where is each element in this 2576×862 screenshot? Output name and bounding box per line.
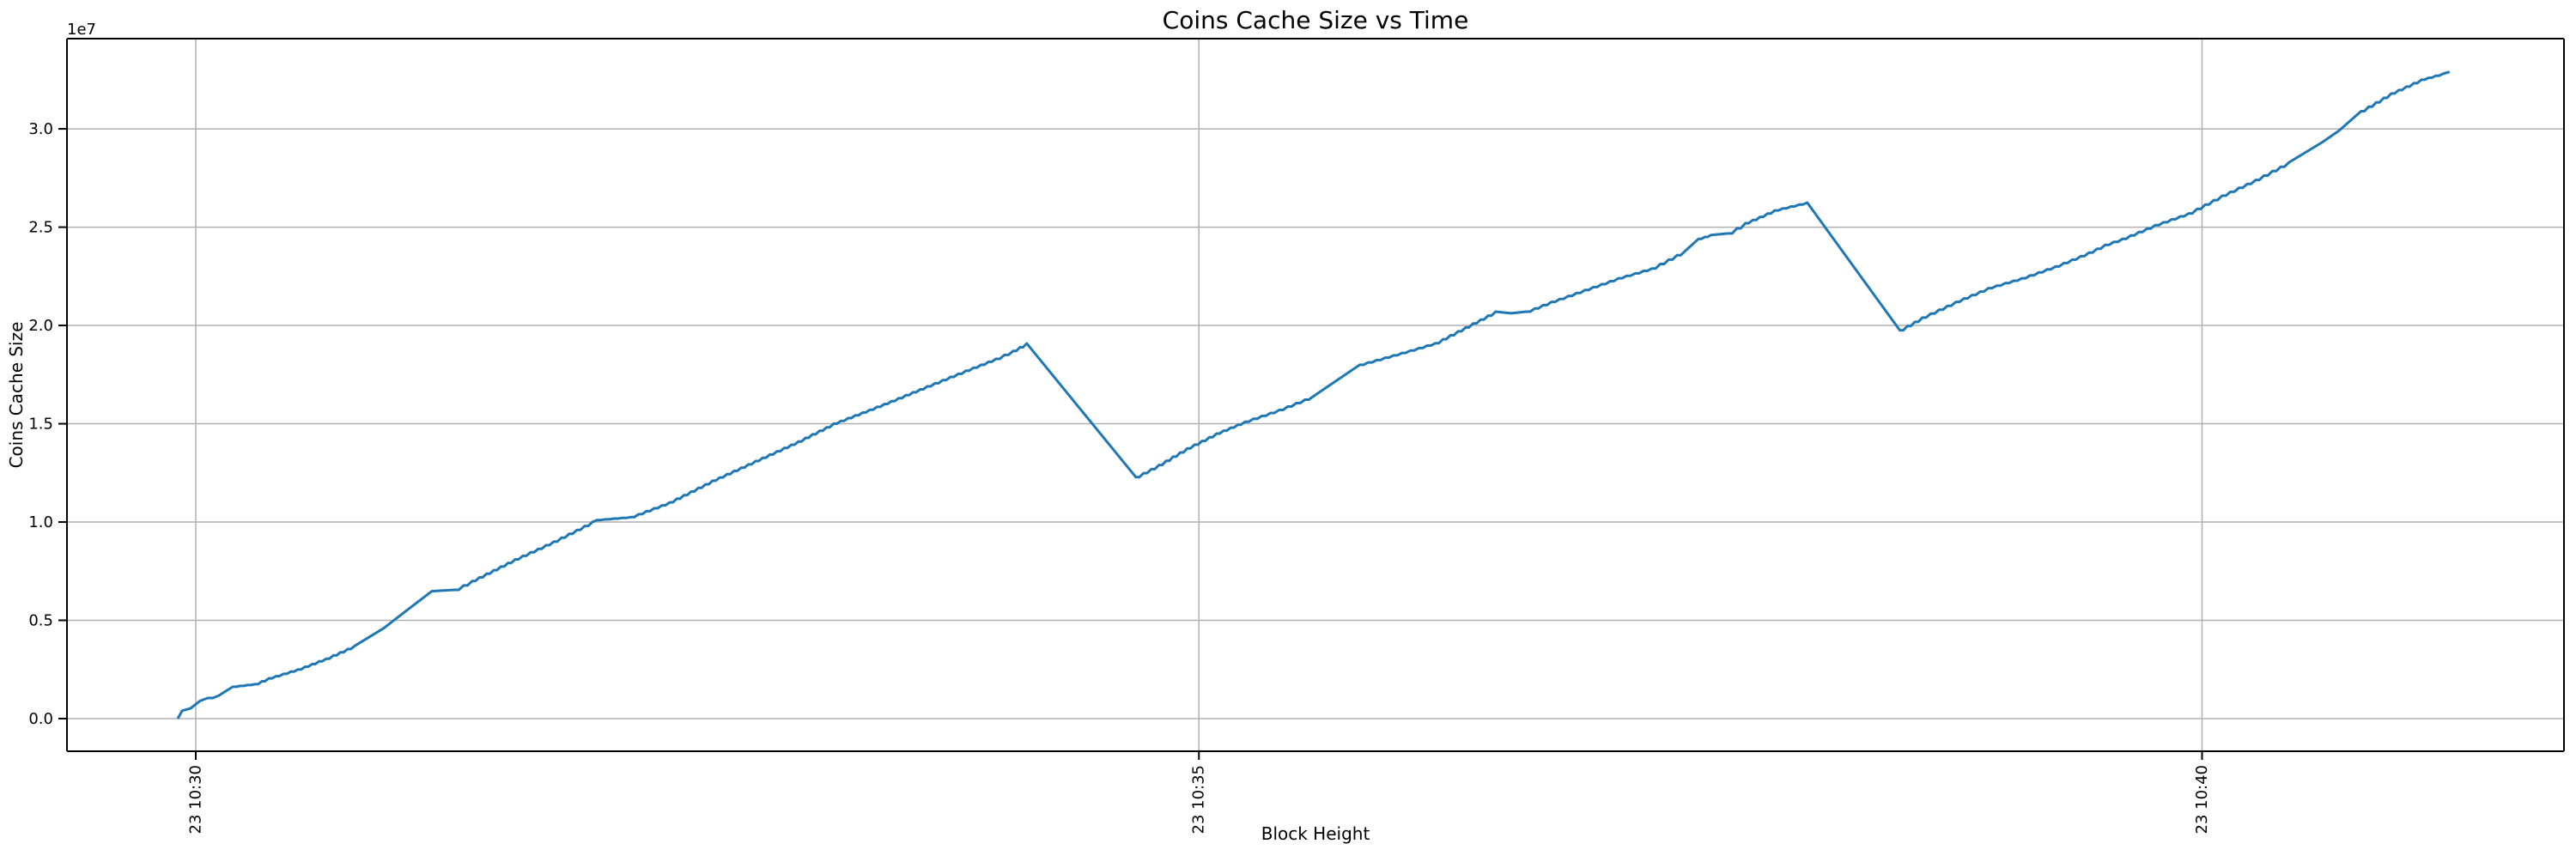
y-tick-label: 2.0 bbox=[28, 317, 53, 335]
y-offset-label: 1e7 bbox=[67, 21, 96, 39]
series-layer bbox=[176, 70, 2451, 719]
y-axis-label: Coins Cache Size bbox=[6, 322, 27, 469]
chart-title: Coins Cache Size vs Time bbox=[1163, 6, 1469, 34]
y-tick-label: 1.0 bbox=[28, 513, 53, 531]
x-tick-label: 23 10:30 bbox=[187, 765, 205, 835]
line-series-coins-cache-size bbox=[176, 70, 2451, 719]
y-tick-label: 1.5 bbox=[28, 416, 53, 434]
x-tick-label: 23 10:40 bbox=[2193, 765, 2211, 835]
y-tick-label: 0.5 bbox=[28, 612, 53, 630]
x-axis-label: Block Height bbox=[1261, 823, 1370, 844]
tick-layer: 23 10:30 23 10:35 23 10:40 0.0 0.5 1.0 1.5 2.0 2… bbox=[28, 120, 2211, 834]
grid-layer bbox=[67, 39, 2564, 751]
y-tick-label: 0.0 bbox=[28, 710, 53, 728]
y-tick-label: 3.0 bbox=[28, 120, 53, 138]
x-tick-label: 23 10:35 bbox=[1190, 765, 1208, 835]
spine-layer bbox=[66, 38, 2565, 752]
y-tick-label: 2.5 bbox=[28, 219, 53, 237]
